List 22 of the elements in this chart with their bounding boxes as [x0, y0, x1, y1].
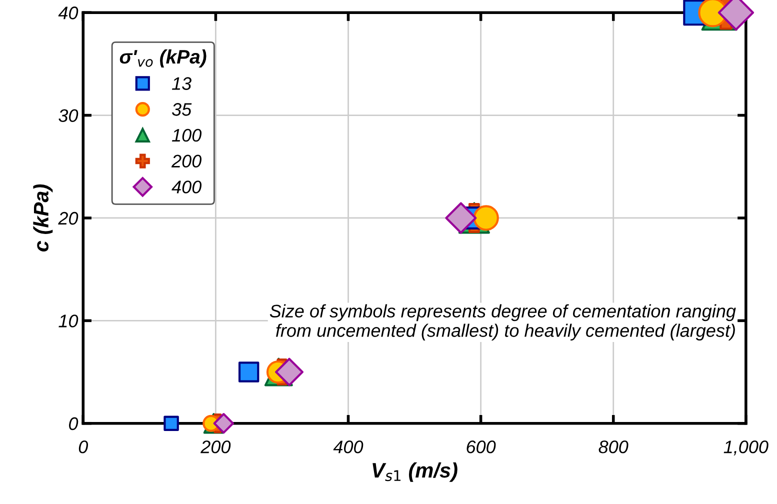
x-axis-title: V$_{s1}$ (m/s) — [372, 462, 458, 482]
y-tick-label: 30 — [58, 109, 78, 122]
y-tick-label: 40 — [58, 6, 78, 20]
x-tick-label: 0 — [78, 440, 88, 454]
x-tick-label: 1,000 — [724, 440, 768, 456]
x-tick-label: 200 — [200, 440, 231, 454]
y-axis-title: c (kPa) — [33, 184, 53, 252]
x-tick-label: 400 — [333, 440, 364, 454]
y-tick-label: 20 — [58, 212, 78, 225]
y-tick-label: 10 — [58, 314, 78, 328]
legend-label: 400 — [172, 180, 202, 194]
legend-label: 100 — [172, 128, 202, 142]
annotation: Size of symbols represents degree of cementation ranging from uncemented (smallest) to heavily cemented (largest) — [270, 304, 736, 341]
legend-label: 35 — [172, 103, 192, 116]
x-tick-label: 600 — [466, 440, 496, 454]
point — [238, 362, 260, 382]
x-tick-label: 800 — [598, 440, 628, 454]
legend-title: σ'$_{vo}$ (kPa) — [120, 49, 206, 68]
y-tick-label: 0 — [69, 417, 78, 430]
legend-label: 200 — [171, 154, 202, 168]
point — [275, 358, 304, 386]
legend-label: 13 — [172, 77, 192, 90]
